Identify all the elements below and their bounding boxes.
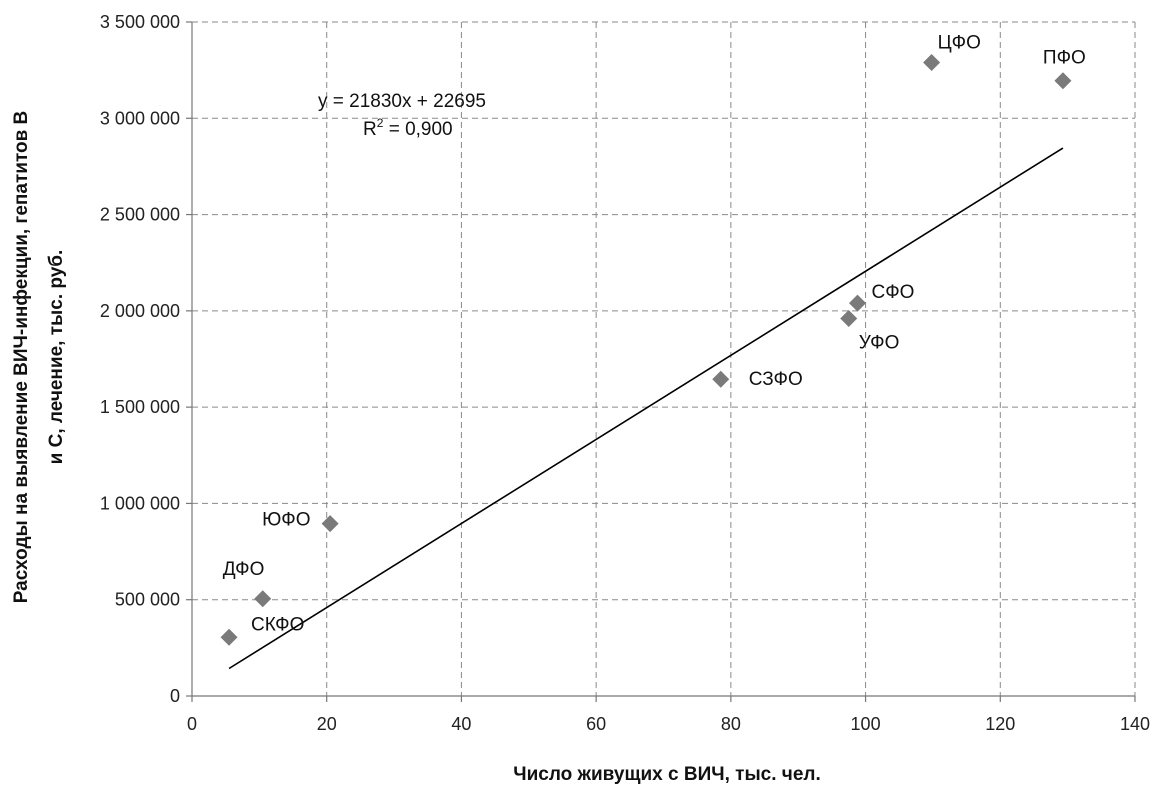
y-axis-ticks: 0 500 000 1 000 000 1 500 000 2 000 000 2 500… (100, 12, 192, 706)
data-point-label: ЦФО (938, 32, 981, 53)
y-axis-title-line2: и С, лечение, тыс. руб. (46, 250, 67, 465)
trendline-equation: y = 21830x + 22695 (318, 91, 486, 112)
data-point-label: ДФО (223, 559, 265, 580)
y-tick-label: 2 500 000 (100, 205, 180, 225)
y-tick-label: 2 000 000 (100, 301, 180, 321)
data-point (840, 310, 858, 328)
data-points (220, 53, 1072, 646)
grid-lines (192, 21, 1136, 696)
y-tick-label: 500 000 (115, 590, 180, 610)
y-tick-label: 1 000 000 (100, 493, 180, 513)
y-axis-title: Расходы на выявление ВИЧ-инфекции, гепат… (11, 111, 67, 604)
data-point (848, 294, 866, 312)
x-tick-label: 140 (1120, 714, 1150, 734)
x-tick-label: 0 (187, 714, 197, 734)
axes (191, 22, 1135, 697)
point-labels: СКФО ДФО ЮФО СЗФО УФО СФО ЦФО ПФО (223, 32, 1086, 635)
data-point (712, 370, 730, 388)
y-tick-label: 3 500 000 (100, 12, 180, 32)
r-squared-symbol: R (363, 119, 377, 140)
data-point-label: ПФО (1043, 48, 1086, 69)
x-tick-label: 60 (586, 714, 606, 734)
data-point (1054, 72, 1072, 90)
r-squared-label: R2 = 0,900 (363, 116, 453, 140)
data-point (923, 53, 941, 71)
y-tick-label: 3 000 000 (100, 108, 180, 128)
y-tick-label: 1 500 000 (100, 397, 180, 417)
data-point-label: УФО (859, 333, 900, 354)
data-point-label: СФО (871, 282, 914, 303)
y-tick-label: 0 (170, 686, 180, 706)
trendline (228, 147, 1064, 670)
x-tick-label: 100 (851, 714, 881, 734)
data-point-label: СЗФО (749, 369, 803, 390)
y-axis-title-line1: Расходы на выявление ВИЧ-инфекции, гепат… (11, 111, 32, 604)
data-point (254, 590, 272, 608)
data-point-label: ЮФО (262, 510, 310, 531)
data-point (220, 628, 238, 646)
r-squared-value: = 0,900 (383, 119, 452, 140)
x-axis-title: Число живущих с ВИЧ, тыс. чел. (513, 764, 821, 785)
x-tick-label: 80 (721, 714, 741, 734)
data-point (321, 515, 339, 533)
r-squared-superscript: 2 (377, 116, 384, 130)
x-tick-label: 40 (451, 714, 471, 734)
data-point-label: СКФО (251, 614, 304, 635)
x-axis-ticks: 0 20 40 60 80 100 120 140 (187, 696, 1150, 734)
x-tick-label: 20 (317, 714, 337, 734)
x-tick-label: 120 (985, 714, 1015, 734)
trendline-group (228, 147, 1064, 670)
